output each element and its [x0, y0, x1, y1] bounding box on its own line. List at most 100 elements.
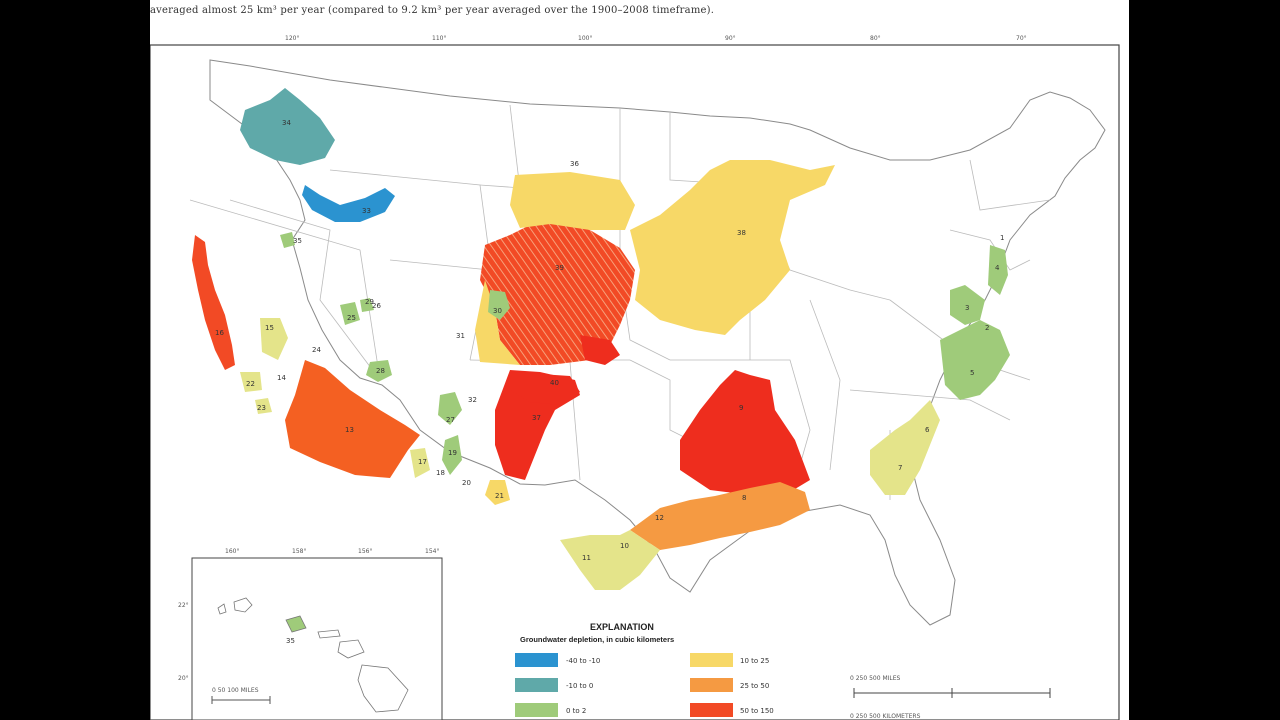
aquifer-small-11: [360, 298, 374, 312]
aquifer-30-small: [488, 290, 510, 320]
hawaii-island-big: [357, 664, 409, 713]
legend-title: EXPLANATION: [590, 622, 654, 632]
label-30: 30: [493, 307, 502, 315]
label-29: 29: [365, 298, 374, 306]
inset-lon-tick: 160°: [225, 548, 239, 555]
legend-label-neg40: -40 to -10: [566, 657, 600, 665]
legend-swatch-25: [690, 678, 733, 692]
aquifer-atlantic-3: [950, 285, 985, 325]
groundwater-depletion-map: 120° 110° 100° 90° 80° 70°: [150, 35, 1120, 720]
legend-swatch-50: [690, 703, 733, 717]
label-36: 36: [570, 160, 579, 168]
aquifer-atlantic-4: [988, 245, 1008, 295]
lon-tick: 70°: [1016, 35, 1027, 42]
lon-tick: 100°: [578, 35, 592, 42]
label-34: 34: [282, 119, 291, 127]
map-page: averaged almost 25 km³ per year (compare…: [150, 0, 1129, 720]
label-31: 31: [456, 332, 465, 340]
scale-km-label: 0 250 500 KILOMETERS: [850, 713, 921, 720]
aquifer-kansas-red: [580, 335, 620, 365]
aquifer-small-1: [260, 318, 288, 360]
legend-swatch-neg10: [515, 678, 558, 692]
label-3: 3: [965, 304, 969, 312]
aquifer-california: [192, 235, 235, 370]
label-23: 23: [257, 404, 266, 412]
label-9: 9: [739, 404, 743, 412]
aquifer-34: [240, 88, 335, 165]
legend-label-50: 50 to 150: [740, 707, 774, 715]
legend-label-neg10: -10 to 0: [566, 682, 593, 690]
label-20: 20: [462, 479, 471, 487]
label-12: 12: [655, 514, 664, 522]
label-17: 17: [418, 458, 427, 466]
aquifer-small-6: [485, 480, 510, 505]
label-14: 14: [277, 374, 286, 382]
inset-scale-label: 0 50 100 MILES: [212, 687, 259, 694]
inset-lon-tick: 154°: [425, 548, 439, 555]
label-37: 37: [532, 414, 541, 422]
label-18: 18: [436, 469, 445, 477]
label-25: 25: [347, 314, 356, 322]
label-27: 27: [446, 416, 455, 424]
label-13: 13: [345, 426, 354, 434]
label-28: 28: [376, 367, 385, 375]
aquifer-high-plains-hatched: [480, 222, 635, 365]
legend-subtitle: Groundwater depletion, in cubic kilomete…: [520, 635, 674, 644]
legend: EXPLANATION Groundwater depletion, in cu…: [515, 622, 774, 717]
aquifer-small-2: [366, 360, 392, 382]
legend-swatch-0: [515, 703, 558, 717]
legend-label-10: 10 to 25: [740, 657, 769, 665]
label-8: 8: [742, 494, 746, 502]
aquifer-texas-coastal: [560, 530, 660, 590]
label-33: 33: [362, 207, 371, 215]
label-1: 1: [1000, 234, 1004, 242]
inset-lat-tick: 22°: [178, 602, 189, 609]
aquifer-mississippi: [680, 370, 810, 495]
scale-bar: 0 250 500 MILES 0 250 500 KILOMETERS: [850, 675, 1051, 720]
inset-label-35: 35: [286, 637, 295, 645]
label-16: 16: [215, 329, 224, 337]
label-26: 26: [372, 302, 381, 310]
aquifer-arizona: [285, 360, 420, 478]
label-22: 22: [246, 380, 255, 388]
longitude-ticks: 120° 110° 100° 90° 80° 70°: [285, 35, 1027, 42]
aquifer-oklahoma-red: [510, 372, 580, 405]
aquifer-atlantic-2: [940, 320, 1010, 400]
label-7: 7: [898, 464, 902, 472]
hawaii-island-oahu: [285, 615, 307, 633]
hawaii-island-niihau: [217, 603, 227, 615]
label-6: 6: [925, 426, 930, 434]
aquifer-midwest: [630, 160, 835, 335]
label-4: 4: [995, 264, 1000, 272]
inset-lon-tick: 156°: [358, 548, 372, 555]
inset-lat-tick: 20°: [178, 675, 189, 682]
legend-label-25: 25 to 50: [740, 682, 769, 690]
label-32: 32: [468, 396, 477, 404]
aquifer-small-8: [255, 398, 272, 414]
aquifer-regions: [192, 88, 1010, 590]
label-5: 5: [970, 369, 974, 377]
hawaii-island-kauai: [233, 597, 253, 613]
aquifer-33: [302, 185, 395, 222]
label-21: 21: [495, 492, 504, 500]
lon-tick: 90°: [725, 35, 736, 42]
legend-swatch-neg40: [515, 653, 558, 667]
aquifer-high-plains-north: [510, 172, 635, 230]
label-11: 11: [582, 554, 591, 562]
aquifer-small-7: [240, 372, 262, 392]
label-39: 39: [555, 264, 564, 272]
label-15: 15: [265, 324, 274, 332]
lon-tick: 110°: [432, 35, 446, 42]
label-10: 10: [620, 542, 629, 550]
legend-label-0: 0 to 2: [566, 707, 586, 715]
label-38: 38: [737, 229, 746, 237]
legend-swatch-10: [690, 653, 733, 667]
aquifer-small-3: [438, 392, 462, 425]
aquifer-small-4: [442, 435, 462, 475]
label-40: 40: [550, 379, 559, 387]
label-24: 24: [312, 346, 321, 354]
hawaii-inset: 160° 158° 156° 154° 22° 20° 35 0 50 100 …: [178, 548, 443, 720]
label-19: 19: [448, 449, 457, 457]
aquifer-labels: 34 33 35 16 15 29 14 13 28 30 31 32 36 3…: [215, 119, 1004, 562]
aquifer-small-5: [410, 448, 430, 478]
